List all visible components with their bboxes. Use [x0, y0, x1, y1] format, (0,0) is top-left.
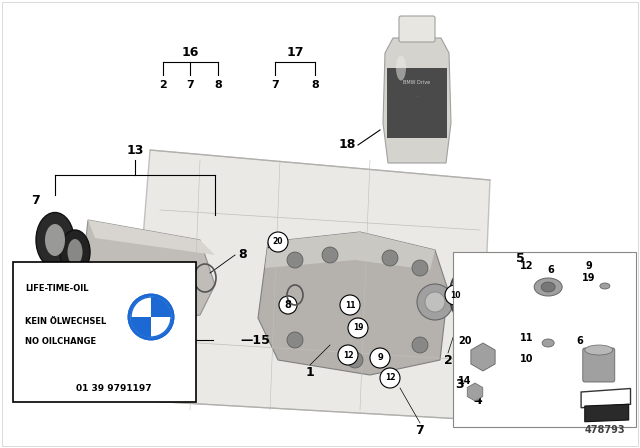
Circle shape [425, 292, 445, 312]
Wedge shape [131, 317, 151, 337]
Polygon shape [80, 220, 215, 330]
Circle shape [268, 232, 288, 252]
Polygon shape [383, 38, 451, 163]
Text: 478793: 478793 [584, 425, 625, 435]
Ellipse shape [60, 230, 90, 274]
Text: 7: 7 [415, 423, 424, 436]
Text: 7: 7 [271, 80, 279, 90]
Circle shape [287, 332, 303, 348]
Circle shape [287, 252, 303, 268]
Text: 7: 7 [31, 194, 40, 207]
Text: 12: 12 [343, 350, 353, 359]
Circle shape [445, 285, 465, 305]
Polygon shape [120, 285, 185, 325]
Text: 11: 11 [345, 301, 355, 310]
Ellipse shape [67, 239, 83, 265]
Ellipse shape [463, 267, 477, 323]
Text: BMW Drive: BMW Drive [403, 81, 431, 86]
Circle shape [138, 305, 158, 325]
FancyBboxPatch shape [399, 16, 435, 42]
Text: 14: 14 [458, 376, 472, 387]
Text: 6: 6 [576, 336, 582, 346]
Text: 12: 12 [520, 261, 533, 271]
Circle shape [129, 295, 173, 339]
Polygon shape [530, 268, 578, 325]
Ellipse shape [585, 345, 612, 355]
Text: 20: 20 [273, 237, 284, 246]
Text: 01 39 9791197: 01 39 9791197 [76, 384, 152, 393]
Text: LIFE-TIME-OIL: LIFE-TIME-OIL [25, 284, 88, 293]
Text: 8: 8 [285, 300, 291, 310]
Ellipse shape [36, 212, 74, 267]
Wedge shape [151, 297, 171, 317]
Ellipse shape [523, 275, 533, 289]
Ellipse shape [45, 224, 65, 256]
Ellipse shape [541, 282, 555, 292]
Circle shape [380, 368, 400, 388]
Text: 19: 19 [353, 323, 364, 332]
Circle shape [370, 348, 390, 368]
Text: 2: 2 [159, 80, 167, 90]
Text: 8: 8 [214, 80, 222, 90]
Ellipse shape [504, 279, 509, 311]
Circle shape [412, 260, 428, 276]
Wedge shape [131, 297, 151, 317]
Text: 3: 3 [456, 379, 464, 392]
Text: 10: 10 [450, 290, 460, 300]
Polygon shape [88, 220, 215, 255]
Text: 14: 14 [141, 310, 154, 319]
Polygon shape [265, 232, 435, 270]
Ellipse shape [542, 339, 554, 347]
Text: 5: 5 [516, 251, 524, 264]
Text: KEIN ÖLWECHSEL: KEIN ÖLWECHSEL [25, 317, 106, 326]
Polygon shape [585, 404, 628, 422]
Text: 8: 8 [311, 80, 319, 90]
Text: ...: ... [415, 94, 419, 98]
FancyBboxPatch shape [583, 348, 615, 382]
Circle shape [279, 296, 297, 314]
Text: 12: 12 [385, 374, 396, 383]
Circle shape [417, 284, 453, 320]
Text: 9: 9 [377, 353, 383, 362]
Text: 10: 10 [520, 354, 533, 364]
Bar [13, 262, 196, 402]
Text: 16: 16 [181, 46, 198, 59]
Circle shape [347, 352, 363, 368]
Ellipse shape [467, 279, 472, 311]
Bar [453, 252, 636, 427]
Ellipse shape [396, 56, 406, 81]
Text: 20: 20 [458, 336, 472, 346]
Circle shape [340, 295, 360, 315]
Text: 17: 17 [286, 46, 304, 59]
Ellipse shape [534, 278, 562, 296]
Polygon shape [258, 232, 448, 375]
Text: 1: 1 [306, 366, 314, 379]
Text: 18: 18 [339, 138, 356, 151]
Text: 2: 2 [444, 353, 452, 366]
Ellipse shape [481, 267, 495, 323]
Circle shape [382, 250, 398, 266]
Text: 9: 9 [586, 261, 592, 271]
Circle shape [338, 345, 358, 365]
Polygon shape [130, 150, 490, 420]
Text: 11: 11 [520, 333, 533, 343]
Text: 7: 7 [186, 80, 194, 90]
Circle shape [412, 337, 428, 353]
Bar [387, 68, 447, 138]
Circle shape [542, 261, 560, 279]
Text: 8: 8 [238, 249, 246, 262]
Wedge shape [151, 317, 171, 337]
Text: —15: —15 [240, 333, 270, 346]
Ellipse shape [499, 267, 513, 323]
Text: 13: 13 [126, 143, 144, 156]
Text: 6: 6 [548, 265, 554, 275]
Ellipse shape [600, 283, 610, 289]
Circle shape [322, 247, 338, 263]
Circle shape [348, 318, 368, 338]
Ellipse shape [486, 279, 490, 311]
Text: 4: 4 [474, 393, 483, 406]
Text: 19: 19 [582, 273, 595, 283]
Text: NO OILCHANGE: NO OILCHANGE [25, 337, 96, 346]
